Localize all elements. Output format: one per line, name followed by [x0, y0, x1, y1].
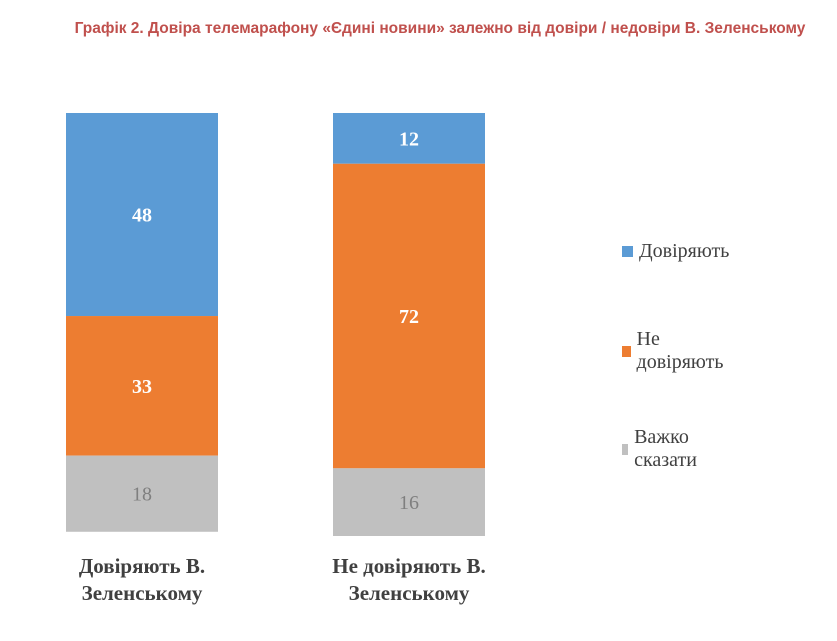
bar-segment-distrust-1	[66, 316, 218, 456]
data-label-trust-2: 12	[399, 128, 419, 150]
data-label-trust-1: 48	[132, 205, 152, 227]
bar-segment-trust-2	[333, 113, 485, 164]
chart-title: Графік 2. Довіра телемарафону «Єдині нов…	[74, 20, 806, 37]
bar-segment-trust-1	[66, 113, 218, 317]
legend-label-hard-to-say: Важко сказати	[634, 426, 697, 471]
bar-segment-hard-to-say-1	[66, 455, 218, 532]
legend-swatch-distrust	[622, 345, 631, 357]
data-label-distrust-2: 72	[399, 306, 419, 328]
legend-swatch-hard-to-say	[622, 443, 629, 455]
bar-segment-hard-to-say-2	[333, 468, 485, 536]
legend-item-distrust: Не довіряють	[622, 328, 726, 373]
category-label-2: Не довіряють В. Зеленському	[332, 554, 486, 605]
legend-label-trust: Довіряють	[639, 239, 730, 262]
legend-label-distrust: Не довіряють	[636, 328, 724, 373]
legend-item-hard-to-say: Важко сказати	[622, 426, 702, 471]
legend-item-trust: Довіряють	[622, 235, 729, 267]
data-label-hard-to-say-2: 16	[399, 492, 419, 514]
bar-segment-distrust-2	[333, 163, 485, 469]
legend-swatch-trust	[622, 245, 633, 257]
data-label-hard-to-say-1: 18	[132, 484, 152, 506]
category-label-1: Довіряють В. Зеленському	[78, 554, 206, 605]
data-label-distrust-1: 33	[132, 376, 152, 398]
